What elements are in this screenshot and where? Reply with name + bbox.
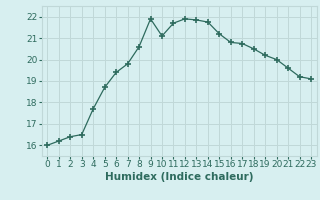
X-axis label: Humidex (Indice chaleur): Humidex (Indice chaleur) <box>105 172 253 182</box>
